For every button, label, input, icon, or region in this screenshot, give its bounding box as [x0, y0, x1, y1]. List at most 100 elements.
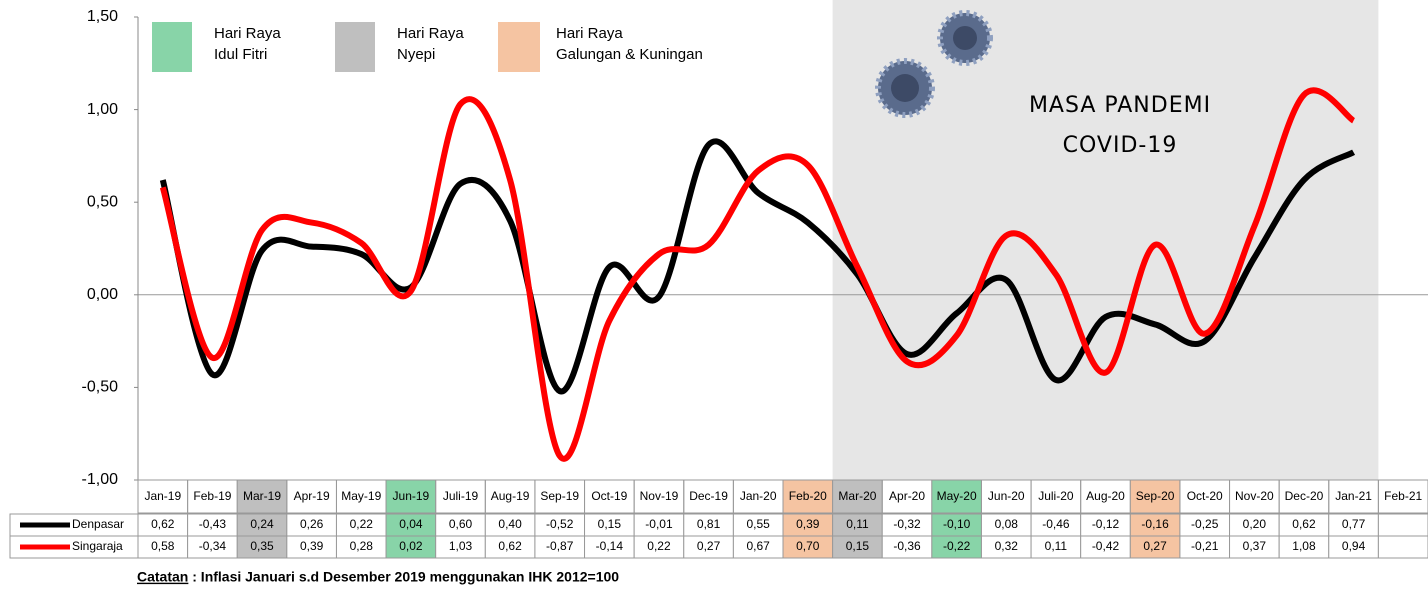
x-tick-label: Sep-20 — [1136, 489, 1175, 503]
x-tick-label: Jan-19 — [144, 489, 181, 503]
legend-swatch — [152, 22, 192, 72]
data-label: 0,04 — [399, 517, 423, 531]
data-label: -0,34 — [199, 539, 227, 553]
data-label: 0,94 — [1342, 539, 1366, 553]
data-label: 0,62 — [1292, 517, 1316, 531]
x-tick-label: Feb-19 — [193, 489, 231, 503]
x-tick-label: Jun-20 — [988, 489, 1025, 503]
annotation: MASA PANDEMI — [1029, 93, 1211, 118]
y-tick-label: 1,50 — [87, 8, 118, 25]
data-label: -0,21 — [1191, 539, 1219, 553]
x-tick-label: Feb-20 — [789, 489, 827, 503]
legend-label: Nyepi — [397, 46, 435, 63]
data-label: 0,39 — [796, 517, 820, 531]
data-label: 0,22 — [350, 517, 374, 531]
data-label: 0,62 — [151, 517, 175, 531]
x-tick-label: Nov-19 — [640, 489, 679, 503]
x-tick-label: Oct-19 — [591, 489, 627, 503]
y-tick-label: 0,00 — [87, 286, 118, 303]
data-label: 0,39 — [300, 539, 324, 553]
x-tick-label: Dec-19 — [689, 489, 728, 503]
data-label: -0,43 — [199, 517, 227, 531]
data-label: 0,24 — [250, 517, 274, 531]
legend-label: Denpasar — [72, 517, 124, 531]
data-label: 0,15 — [846, 539, 870, 553]
data-label: -0,42 — [1092, 539, 1120, 553]
category-cell — [236, 479, 288, 514]
x-tick-label: Juli-19 — [443, 489, 479, 503]
value-cell — [1377, 513, 1428, 537]
data-label: 0,58 — [151, 539, 175, 553]
x-tick-label: Jun-19 — [393, 489, 430, 503]
note-label: Catatan — [137, 569, 188, 585]
y-tick-label: 1,00 — [87, 101, 118, 118]
data-label: -0,10 — [943, 517, 971, 531]
data-label: 0,67 — [747, 539, 771, 553]
data-label: 0,15 — [598, 517, 622, 531]
x-tick-label: Feb-21 — [1384, 489, 1422, 503]
x-tick-label: Jan-20 — [740, 489, 777, 503]
data-label: 0,77 — [1342, 517, 1366, 531]
data-label: 0,27 — [1143, 539, 1167, 553]
data-label: 0,32 — [995, 539, 1019, 553]
series-line — [159, 87, 1356, 462]
data-label: -0,32 — [893, 517, 921, 531]
legend-cell — [9, 535, 139, 559]
series-line — [159, 138, 1356, 395]
data-label: 0,55 — [747, 517, 771, 531]
value-cell — [1377, 535, 1428, 559]
data-label: 0,26 — [300, 517, 324, 531]
data-label: 0,02 — [399, 539, 423, 553]
data-label: 0,62 — [498, 539, 522, 553]
x-tick-label: Sep-19 — [540, 489, 579, 503]
category-cell — [782, 479, 834, 514]
x-tick-label: Juli-20 — [1038, 489, 1074, 503]
legend-label: Hari Raya — [214, 25, 281, 42]
legend-label: Idul Fitri — [214, 46, 267, 63]
data-label: -0,52 — [546, 517, 574, 531]
data-label: 0,35 — [250, 539, 274, 553]
x-tick-label: Mar-20 — [838, 489, 876, 503]
x-tick-label: Nov-20 — [1235, 489, 1274, 503]
legend-label: Galungan & Kuningan — [556, 46, 703, 63]
y-tick-label: -1,00 — [82, 471, 119, 488]
data-label: -0,87 — [546, 539, 574, 553]
legend-label: Hari Raya — [556, 25, 623, 42]
y-tick-label: -0,50 — [82, 379, 119, 396]
x-tick-label: May-20 — [937, 489, 977, 503]
data-label: 0,81 — [697, 517, 721, 531]
legend-swatch — [335, 22, 375, 72]
x-tick-label: Mar-19 — [243, 489, 281, 503]
data-label: -0,25 — [1191, 517, 1219, 531]
data-label: -0,46 — [1042, 517, 1070, 531]
legend-label: Singaraja — [72, 539, 123, 553]
data-label: 0,60 — [449, 517, 473, 531]
legend-swatch — [498, 22, 540, 72]
data-label: -0,12 — [1092, 517, 1120, 531]
virus-icons — [875, 10, 993, 118]
x-tick-label: Aug-20 — [1086, 489, 1125, 503]
data-label: 0,40 — [498, 517, 522, 531]
note-text: : Inflasi Januari s.d Desember 2019 meng… — [188, 569, 619, 585]
data-label: 0,37 — [1243, 539, 1267, 553]
data-label: 0,11 — [846, 517, 869, 531]
data-label: 1,08 — [1292, 539, 1316, 553]
data-label: 0,28 — [350, 539, 374, 553]
category-cell — [1129, 479, 1181, 514]
category-cell — [832, 479, 883, 514]
category-cell — [1377, 479, 1428, 514]
data-label: -0,16 — [1141, 517, 1169, 531]
y-tick-label: 0,50 — [87, 193, 118, 210]
x-tick-label: May-19 — [341, 489, 381, 503]
x-tick-label: Dec-20 — [1285, 489, 1324, 503]
data-label: 0,22 — [647, 539, 671, 553]
data-label: 0,27 — [697, 539, 721, 553]
annotation: COVID-19 — [1063, 133, 1178, 158]
data-label: 1,03 — [449, 539, 473, 553]
data-label: -0,22 — [943, 539, 971, 553]
x-tick-label: Jan-21 — [1335, 489, 1372, 503]
data-label: -0,36 — [893, 539, 921, 553]
data-label: 0,08 — [995, 517, 1019, 531]
data-label: 0,11 — [1045, 539, 1068, 553]
